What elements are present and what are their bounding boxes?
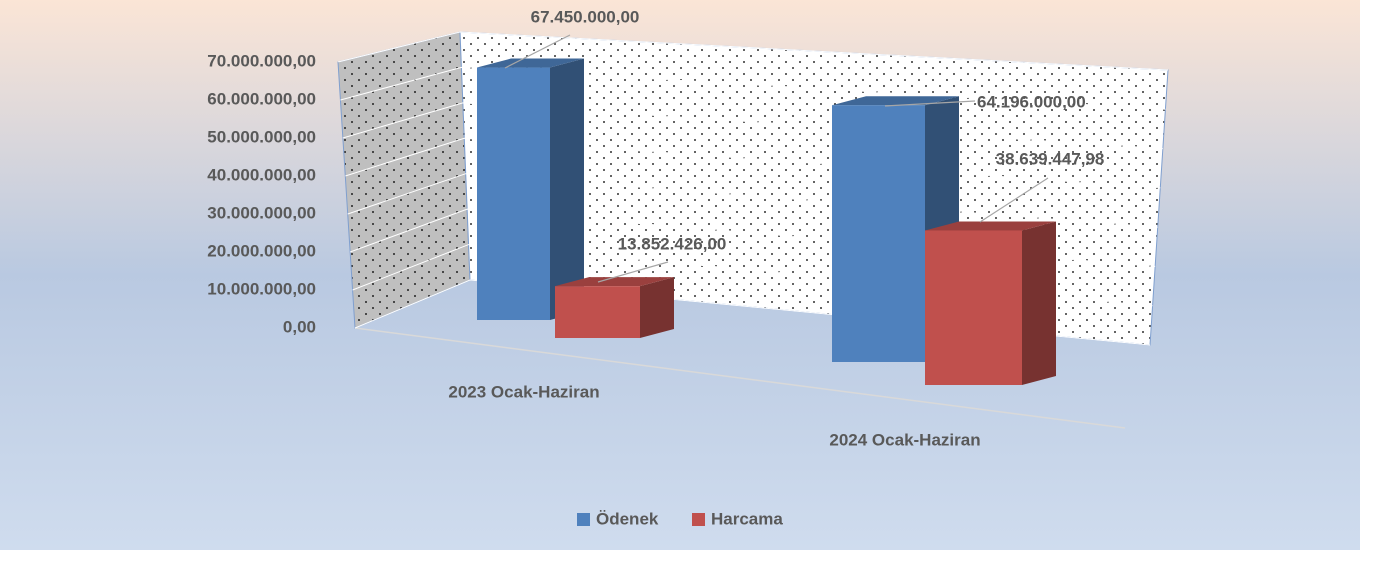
grid-line <box>337 31 1169 71</box>
bar <box>477 67 550 321</box>
y-tick-label: 30.000.000,00 <box>207 203 316 222</box>
leader-line <box>884 100 976 107</box>
bar-top <box>555 277 674 287</box>
bar <box>555 286 640 338</box>
legend-label: Harcama <box>711 509 783 528</box>
data-label: 38.639.447,98 <box>996 149 1105 168</box>
x-tick-label: 2023 Ocak-Haziran <box>448 382 599 401</box>
data-label: 13.852.426,00 <box>618 234 727 253</box>
leader-line <box>597 261 669 283</box>
y-tick-label: 20.000.000,00 <box>207 241 316 260</box>
data-label: 67.450.000,00 <box>531 7 640 26</box>
legend-swatch <box>692 513 705 526</box>
y-tick-label: 10.000.000,00 <box>207 279 316 298</box>
legend-label: Ödenek <box>596 509 659 528</box>
y-tick-label: 0,00 <box>283 317 316 336</box>
y-tick-label: 40.000.000,00 <box>207 165 316 184</box>
legend-swatch <box>577 513 590 526</box>
bar <box>832 105 925 362</box>
x-tick-label: 2024 Ocak-Haziran <box>829 430 980 449</box>
grid-line <box>340 66 1166 110</box>
side-wall <box>337 31 471 329</box>
y-tick-label: 70.000.000,00 <box>207 51 316 70</box>
y-tick-label: 50.000.000,00 <box>207 127 316 146</box>
bar-side <box>1022 221 1056 385</box>
bar-top <box>925 221 1056 231</box>
leader-line <box>979 177 1049 223</box>
bar <box>925 230 1022 385</box>
bar-side <box>640 277 674 338</box>
bar-top <box>477 58 584 68</box>
y-tick-label: 60.000.000,00 <box>207 89 316 108</box>
floor-line <box>354 327 1126 429</box>
data-label: 64.196.000,00 <box>977 92 1086 111</box>
bar-top <box>832 96 959 106</box>
leader-line <box>504 34 571 69</box>
bar-side <box>550 58 584 321</box>
